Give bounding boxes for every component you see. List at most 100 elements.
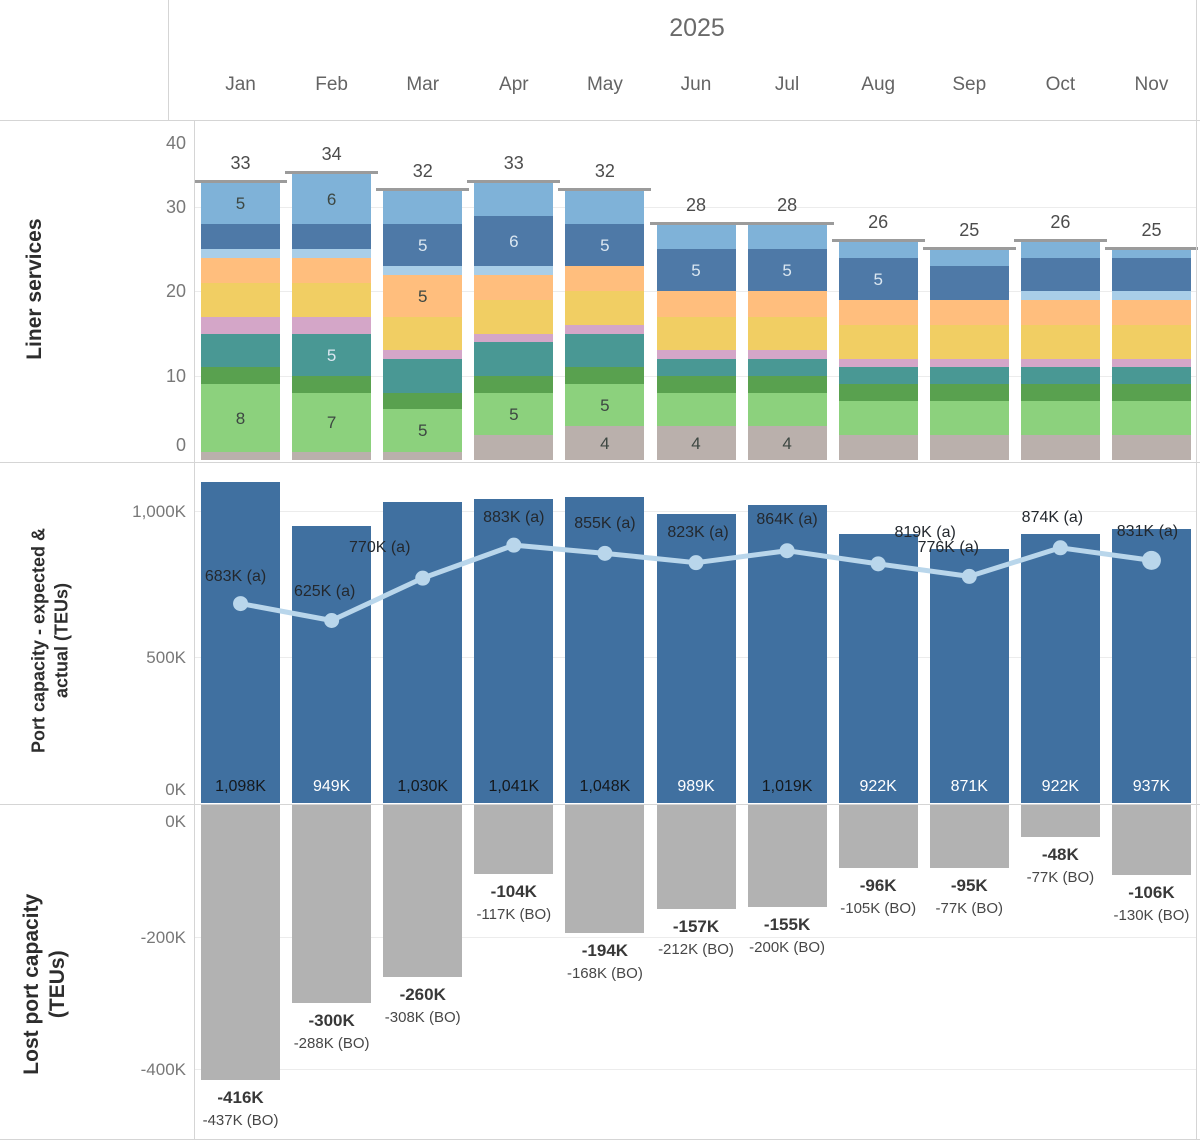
liner-bar-segment-nov-light_blue[interactable]: [1111, 249, 1191, 258]
month-header-nov[interactable]: Nov: [1134, 74, 1169, 95]
liner-bar-segment-jan-orange[interactable]: [201, 257, 281, 283]
liner-bar-segment-jul-light_blue[interactable]: [747, 223, 827, 250]
liner-bar-segment-jun-dark_blue[interactable]: [656, 249, 736, 292]
liner-bar-segment-jul-light_green[interactable]: [747, 392, 827, 427]
liner-bar-segment-sep-dark_blue[interactable]: [929, 266, 1009, 300]
liner-bar-segment-jan-pink[interactable]: [201, 316, 281, 334]
liner-bar-segment-apr-light_blue[interactable]: [474, 181, 554, 216]
liner-bar-segment-aug-teal[interactable]: [838, 367, 918, 385]
liner-bar-segment-feb-yellow[interactable]: [292, 282, 372, 317]
liner-bar-segment-nov-pale_blue[interactable]: [1111, 291, 1191, 300]
liner-bar-segment-apr-pale_blue[interactable]: [474, 266, 554, 275]
liner-bar-segment-mar-pale_blue[interactable]: [383, 266, 463, 275]
liner-bar-segment-feb-pink[interactable]: [292, 316, 372, 334]
liner-bar-segment-sep-teal[interactable]: [929, 367, 1009, 385]
lost-capacity-bar-nov[interactable]: [1111, 805, 1191, 875]
liner-bar-segment-jun-teal[interactable]: [656, 358, 736, 376]
capacity-bar-may[interactable]: [565, 496, 645, 803]
liner-bar-segment-sep-light_green[interactable]: [929, 400, 1009, 435]
liner-bar-segment-feb-green[interactable]: [292, 375, 372, 393]
liner-bar-segment-sep-pink[interactable]: [929, 358, 1009, 368]
liner-bar-segment-jan-gray[interactable]: [201, 451, 281, 460]
liner-bar-segment-nov-pink[interactable]: [1111, 358, 1191, 368]
liner-bar-segment-aug-green[interactable]: [838, 384, 918, 401]
month-header-may[interactable]: May: [586, 74, 623, 95]
liner-bar-segment-mar-green[interactable]: [383, 392, 463, 410]
liner-bar-segment-may-pink[interactable]: [565, 325, 645, 334]
liner-bar-segment-jul-yellow[interactable]: [747, 316, 827, 351]
liner-bar-segment-jun-pink[interactable]: [656, 350, 736, 359]
liner-bar-segment-nov-dark_blue[interactable]: [1111, 257, 1191, 292]
liner-bar-segment-apr-light_green[interactable]: [474, 392, 554, 435]
liner-bar-segment-oct-green[interactable]: [1020, 384, 1100, 401]
capacity-bar-apr[interactable]: [474, 499, 554, 803]
liner-bar-segment-sep-yellow[interactable]: [929, 325, 1009, 359]
liner-bar-segment-oct-pale_blue[interactable]: [1020, 291, 1100, 300]
liner-bar-segment-nov-teal[interactable]: [1111, 367, 1191, 385]
liner-bar-segment-mar-light_green[interactable]: [383, 409, 463, 452]
liner-bar-segment-sep-light_blue[interactable]: [929, 249, 1009, 267]
liner-bar-segment-jan-light_green[interactable]: [201, 384, 281, 452]
capacity-bar-feb[interactable]: [292, 525, 372, 803]
liner-bar-segment-aug-pink[interactable]: [838, 358, 918, 368]
liner-bar-segment-feb-dark_blue[interactable]: [292, 223, 372, 250]
liner-bar-segment-feb-light_blue[interactable]: [292, 173, 372, 224]
lost-capacity-bar-jul[interactable]: [747, 805, 827, 908]
liner-bar-segment-nov-light_green[interactable]: [1111, 400, 1191, 435]
capacity-bar-oct[interactable]: [1020, 533, 1100, 803]
liner-bar-segment-mar-pink[interactable]: [383, 350, 463, 359]
lost-capacity-bar-apr[interactable]: [474, 805, 554, 874]
liner-bar-segment-feb-light_green[interactable]: [292, 392, 372, 452]
lost-capacity-bar-sep[interactable]: [929, 805, 1009, 868]
liner-bar-segment-feb-pale_blue[interactable]: [292, 249, 372, 258]
lost-capacity-bar-feb[interactable]: [292, 805, 372, 1003]
month-header-aug[interactable]: Aug: [861, 74, 896, 95]
liner-bar-segment-mar-gray[interactable]: [383, 451, 463, 460]
liner-bar-segment-jul-dark_blue[interactable]: [747, 249, 827, 292]
liner-bar-segment-apr-yellow[interactable]: [474, 299, 554, 334]
liner-bar-segment-mar-yellow[interactable]: [383, 316, 463, 351]
liner-bar-segment-jul-green[interactable]: [747, 375, 827, 393]
liner-bar-segment-mar-teal[interactable]: [383, 358, 463, 393]
liner-bar-segment-mar-orange[interactable]: [383, 274, 463, 317]
liner-bar-segment-oct-dark_blue[interactable]: [1020, 257, 1100, 292]
liner-bar-segment-apr-gray[interactable]: [474, 434, 554, 460]
liner-bar-segment-mar-light_blue[interactable]: [383, 190, 463, 224]
liner-bar-segment-sep-gray[interactable]: [929, 434, 1009, 460]
liner-bar-segment-oct-yellow[interactable]: [1020, 325, 1100, 359]
liner-bar-segment-feb-teal[interactable]: [292, 333, 372, 376]
liner-bar-segment-aug-orange[interactable]: [838, 299, 918, 326]
capacity-bar-nov[interactable]: [1111, 529, 1191, 803]
liner-bar-segment-jul-teal[interactable]: [747, 358, 827, 376]
liner-bar-segment-nov-orange[interactable]: [1111, 299, 1191, 326]
liner-bar-segment-aug-light_blue[interactable]: [838, 240, 918, 258]
liner-bar-segment-may-light_blue[interactable]: [565, 190, 645, 224]
liner-bar-segment-may-light_green[interactable]: [565, 384, 645, 427]
liner-bar-segment-may-teal[interactable]: [565, 333, 645, 368]
liner-bar-segment-oct-light_blue[interactable]: [1020, 240, 1100, 258]
lost-capacity-bar-oct[interactable]: [1020, 805, 1100, 837]
liner-bar-segment-apr-teal[interactable]: [474, 341, 554, 376]
liner-bar-segment-may-orange[interactable]: [565, 266, 645, 292]
liner-bar-segment-jul-pink[interactable]: [747, 350, 827, 359]
liner-bar-segment-jun-orange[interactable]: [656, 291, 736, 317]
month-header-jan[interactable]: Jan: [225, 74, 256, 95]
capacity-bar-sep[interactable]: [929, 548, 1009, 803]
capacity-bar-jul[interactable]: [747, 505, 827, 803]
liner-bar-segment-aug-light_green[interactable]: [838, 400, 918, 435]
month-header-mar[interactable]: Mar: [406, 74, 440, 95]
liner-bar-segment-jun-gray[interactable]: [656, 426, 736, 460]
month-header-oct[interactable]: Oct: [1045, 74, 1076, 95]
liner-bar-segment-oct-pink[interactable]: [1020, 358, 1100, 368]
liner-bar-segment-nov-gray[interactable]: [1111, 434, 1191, 460]
lost-capacity-bar-may[interactable]: [565, 805, 645, 934]
liner-bar-segment-jun-green[interactable]: [656, 375, 736, 393]
liner-bar-segment-feb-orange[interactable]: [292, 257, 372, 283]
liner-bar-segment-oct-orange[interactable]: [1020, 299, 1100, 326]
liner-bar-segment-jul-orange[interactable]: [747, 291, 827, 317]
liner-bar-segment-jan-dark_blue[interactable]: [201, 223, 281, 250]
month-header-sep[interactable]: Sep: [952, 74, 987, 95]
liner-bar-segment-jun-yellow[interactable]: [656, 316, 736, 351]
capacity-bar-aug[interactable]: [838, 533, 918, 803]
liner-bar-segment-nov-yellow[interactable]: [1111, 325, 1191, 359]
